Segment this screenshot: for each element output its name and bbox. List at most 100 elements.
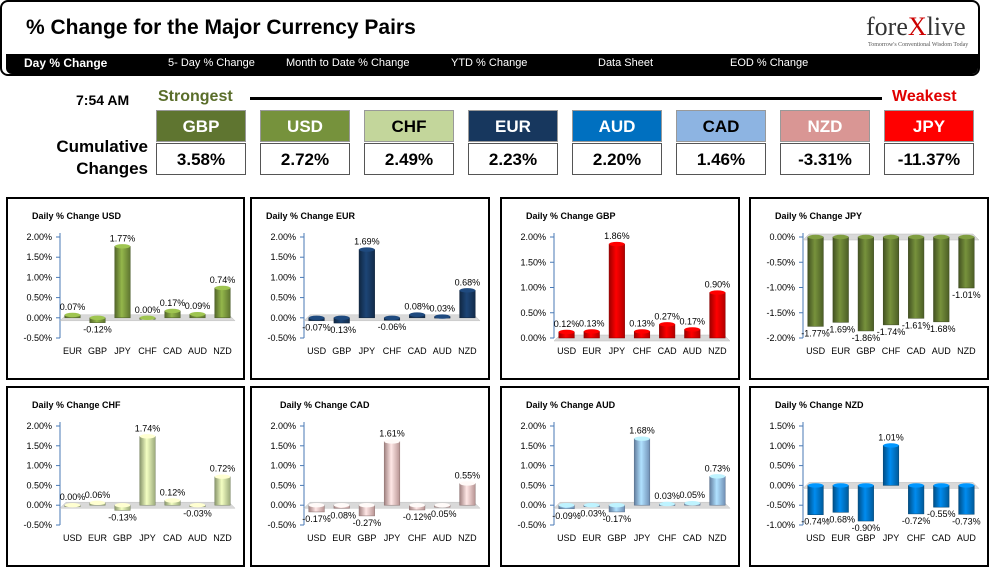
tab-5-day-change[interactable]: 5- Day % Change [168, 57, 255, 69]
y-tick-label: 0.50% [26, 293, 52, 303]
y-tick-label: -0.50% [23, 333, 52, 343]
bar-jpy [383, 441, 401, 506]
y-tick-label: -0.50% [23, 520, 52, 530]
y-tick-label: 2.00% [270, 232, 296, 242]
bar-eur [832, 236, 849, 323]
y-tick-label: -1.00% [766, 283, 795, 293]
x-tick-label: CAD [163, 346, 183, 356]
tab-ytd-change[interactable]: YTD % Change [451, 57, 528, 69]
y-tick-label: 0.00% [26, 500, 52, 510]
y-tick-label: 0.50% [270, 293, 296, 303]
data-label: 0.72% [210, 464, 236, 474]
data-label: 0.12% [554, 319, 580, 329]
x-tick-label: AUD [932, 346, 952, 356]
data-label: 0.12% [160, 487, 186, 497]
tab-day-change[interactable]: Day % Change [24, 56, 108, 70]
bar-cap [933, 483, 950, 488]
x-tick-label: JPY [609, 346, 626, 356]
chart-usd: 2.00% 1.50% 1.00% 0.50% 0.00% -0.50% 0.07% EUR -… [23, 232, 236, 356]
bar-cap [214, 285, 231, 291]
data-label: 1.61% [379, 428, 405, 438]
x-tick-label: AUD [188, 533, 208, 543]
bar-cap [659, 501, 675, 507]
x-tick-label: GBP [357, 533, 376, 543]
timestamp: 7:54 AM [76, 92, 130, 108]
y-tick-label: 1.50% [520, 257, 546, 267]
chart-panel-chf: Daily % Change CHF 2.00% 1.50% 1.00% 0.50% 0… [6, 386, 245, 567]
data-label: 1.74% [135, 423, 161, 433]
bar-cap [832, 483, 849, 488]
tab-month-to-date[interactable]: Month to Date % Change [286, 57, 410, 69]
x-tick-label: JPY [114, 346, 131, 356]
data-label: 1.01% [878, 432, 904, 442]
bar-jpy [633, 438, 651, 506]
x-tick-label: GBP [113, 533, 132, 543]
data-label: 0.00% [60, 492, 86, 502]
bar-cap [807, 483, 824, 488]
x-tick-label: NZD [458, 346, 477, 356]
x-tick-label: GBP [856, 533, 875, 543]
bar-cad [933, 485, 950, 508]
bar-cap [684, 501, 701, 506]
currency-code-jpy: JPY [884, 110, 974, 142]
data-label: 0.07% [60, 302, 86, 312]
chart-panel-cad: Daily % Change CAD 2.00% 1.50% 1.00% 0.50% 0… [250, 386, 490, 567]
y-tick-label: 0.50% [520, 308, 546, 318]
x-tick-label: CAD [658, 346, 678, 356]
x-tick-label: JPY [139, 533, 156, 543]
currency-value-eur: 2.23% [468, 143, 558, 175]
bar-jpy [114, 246, 131, 319]
x-tick-label: GBP [607, 533, 626, 543]
y-tick-label: 1.50% [26, 252, 52, 262]
currency-value-cad: 1.46% [676, 143, 766, 175]
y-tick-label: 0.00% [769, 480, 795, 490]
y-tick-label: 0.50% [270, 480, 296, 490]
tab-data-sheet[interactable]: Data Sheet [598, 57, 654, 69]
y-tick-label: 1.00% [270, 272, 296, 282]
y-tick-label: 1.00% [520, 461, 546, 471]
x-tick-label: USD [557, 533, 577, 543]
tab-eod-change[interactable]: EOD % Change [730, 57, 809, 69]
bar-cap [459, 481, 476, 486]
currency-value-nzd: -3.31% [780, 143, 870, 175]
data-label: 0.90% [705, 280, 731, 290]
x-tick-label: EUR [831, 346, 851, 356]
data-label: 1.68% [629, 426, 655, 436]
y-tick-label: 2.00% [520, 421, 546, 431]
data-label: 0.74% [210, 275, 236, 285]
bar-cap [908, 234, 924, 240]
logo-text-x: X [907, 12, 927, 41]
weakest-label: Weakest [892, 88, 957, 105]
data-label: 0.13% [579, 318, 605, 328]
y-tick-label: -0.50% [766, 257, 795, 267]
x-tick-label: EUR [582, 346, 602, 356]
x-tick-label: GBP [856, 346, 875, 356]
y-tick-label: 0.00% [270, 500, 296, 510]
chart-panel-jpy: Daily % Change JPY 0.00% -0.50% -1.00% -1.5… [749, 197, 989, 380]
x-tick-label: JPY [883, 533, 900, 543]
x-tick-label: JPY [384, 533, 401, 543]
bar-cap [558, 503, 575, 508]
data-label: -0.03% [183, 509, 212, 519]
forexlive-logo[interactable]: foreXlive [866, 12, 966, 42]
data-label: -1.69% [826, 324, 855, 334]
x-tick-label: USD [307, 533, 327, 543]
bar-cap [883, 443, 899, 448]
bar-gbp [857, 236, 874, 332]
x-tick-label: CHF [633, 346, 652, 356]
x-tick-label: NZD [213, 346, 232, 356]
currency-code-gbp: GBP [156, 110, 246, 142]
y-tick-label: 0.00% [520, 333, 546, 343]
bar-cap [609, 503, 625, 508]
x-tick-label: USD [557, 346, 577, 356]
bar-cap [64, 312, 81, 318]
bar-jpy [608, 243, 625, 339]
bar-cap [308, 503, 325, 508]
currency-code-nzd: NZD [780, 110, 870, 142]
chart-title: Daily % Change JPY [775, 211, 863, 221]
bar-cap [164, 498, 181, 503]
chart-panel-usd: Daily % Change USD 2.00% 1.50% 1.00% 0.50% 0… [6, 197, 245, 380]
currency-code-usd: USD [260, 110, 350, 142]
logo-text-b: live [926, 12, 966, 41]
data-label: 0.17% [680, 316, 706, 326]
